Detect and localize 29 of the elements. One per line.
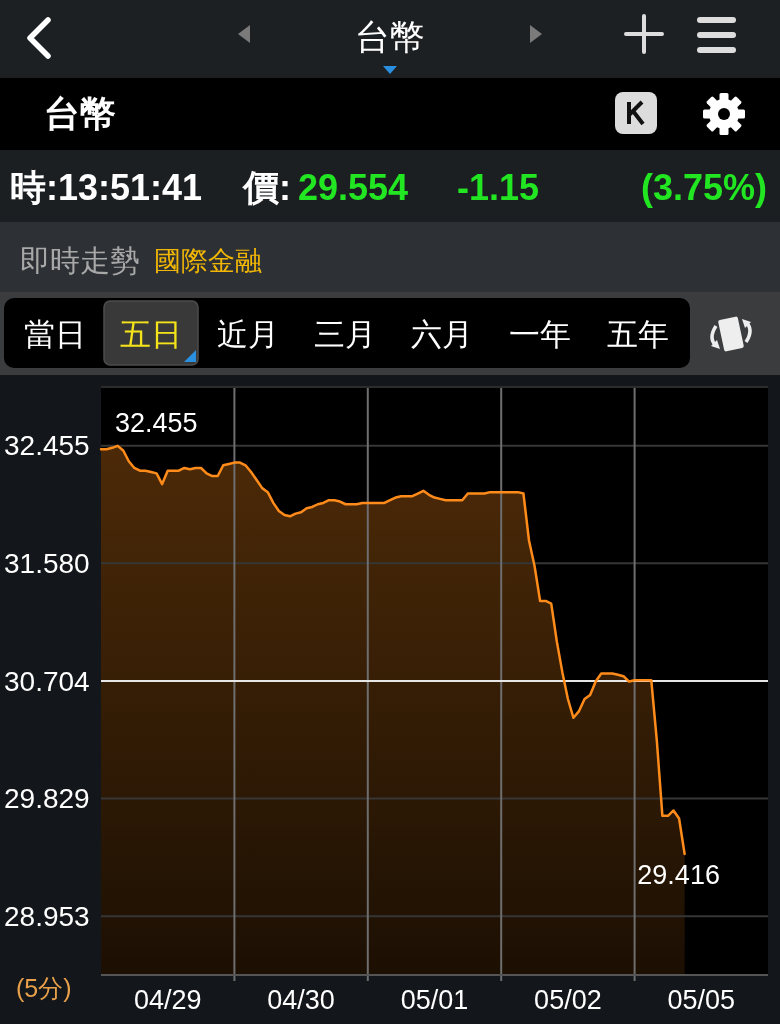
text: 六月 <box>411 317 473 352</box>
chart-title: 台幣 <box>44 93 116 134</box>
text: 價: <box>241 167 291 208</box>
x-tick-label: 05/02 <box>534 985 602 1015</box>
text: 時:13:51:41 <box>10 167 203 208</box>
text: 29.554 <box>298 167 409 208</box>
text: 台幣 <box>355 17 425 56</box>
text: 近月 <box>217 317 279 352</box>
x-tick-label: 05/01 <box>400 985 469 1015</box>
y-tick-label: 31.580 <box>4 547 90 579</box>
text: 國際金融 <box>154 246 262 276</box>
text: -1.15 <box>457 167 540 208</box>
text: (5分) <box>16 974 72 1002</box>
x-tick-label: 04/29 <box>133 985 202 1015</box>
y-tick-label: 32.455 <box>4 430 90 462</box>
text: 當日 <box>24 317 86 352</box>
y-tick-label: 30.704 <box>4 665 90 697</box>
text: 五日 <box>120 317 182 352</box>
annotation: 32.455 <box>115 408 198 438</box>
text: 五年 <box>607 317 669 352</box>
text: 一年 <box>509 317 571 352</box>
text: (3.75%) <box>640 167 767 208</box>
annotation: 29.416 <box>637 859 720 890</box>
x-tick-label: 04/30 <box>267 985 335 1015</box>
x-tick-label: 05/05 <box>667 985 736 1015</box>
y-tick-label: 29.829 <box>4 783 90 815</box>
text: 三月 <box>314 317 376 352</box>
chart-subtitle: 即時走勢 <box>20 244 140 277</box>
y-tick-label: 28.953 <box>4 900 90 932</box>
